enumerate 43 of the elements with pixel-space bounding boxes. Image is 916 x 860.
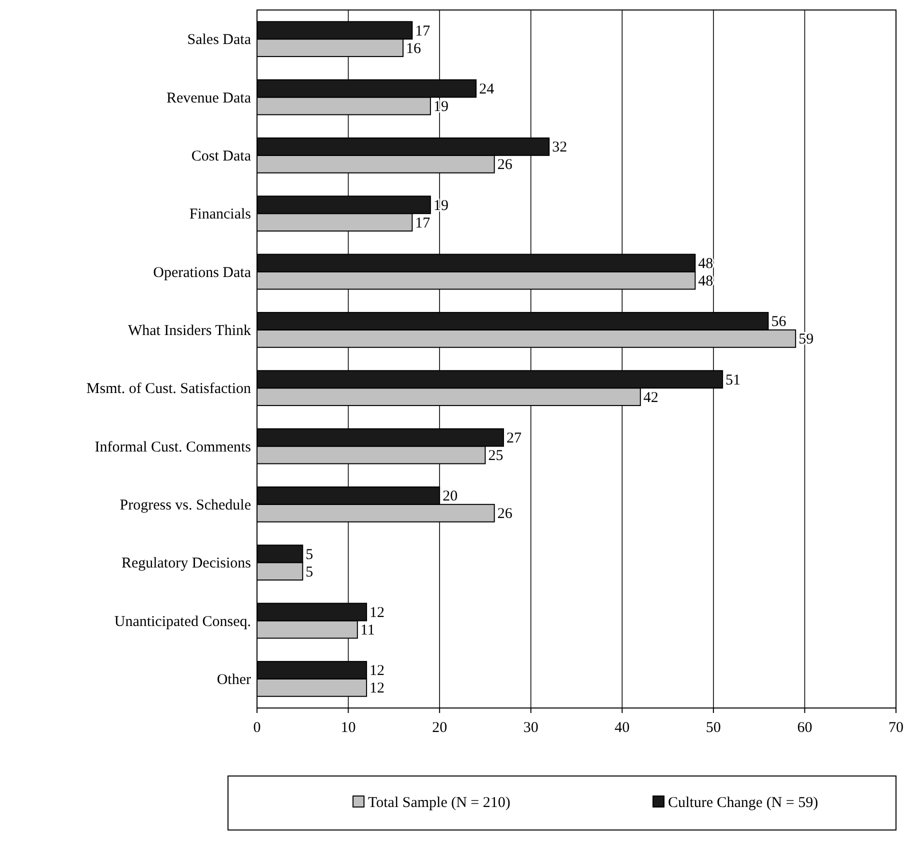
x-tick-label: 0	[253, 720, 261, 736]
data-label: 48	[698, 273, 714, 290]
data-label: 12	[370, 663, 385, 680]
data-label: 25	[488, 448, 504, 464]
y-tick-label: Revenue Data	[166, 90, 252, 106]
legend-label: Culture Change (N = 59)	[668, 795, 818, 811]
y-tick-label: Progress vs. Schedule	[120, 497, 252, 514]
data-label: 32	[552, 140, 568, 156]
data-label: 26	[497, 506, 513, 522]
data-label: 51	[726, 372, 741, 388]
y-tick-label: What Insiders Think	[128, 322, 252, 339]
x-tick-label: 70	[888, 720, 904, 736]
data-label: 17	[415, 23, 431, 40]
x-tick-label: 10	[340, 720, 356, 736]
x-tick-label: 60	[797, 720, 812, 736]
data-label: 56	[771, 314, 787, 330]
data-label: 11	[360, 622, 375, 638]
y-tick-label: Msmt. of Cust. Satisfaction	[86, 381, 252, 398]
data-label: 26	[497, 157, 513, 174]
data-label: 48	[698, 256, 714, 272]
x-tick-label: 20	[432, 720, 448, 736]
data-label: 20	[442, 488, 458, 505]
data-label: 17	[415, 215, 431, 232]
y-tick-label: Cost Data	[191, 148, 252, 164]
y-tick-label: Sales Data	[187, 32, 252, 48]
data-label: 12	[370, 605, 385, 622]
y-tick-label: Regulatory Decisions	[121, 556, 252, 572]
data-label: 24	[479, 82, 495, 98]
x-tick-label: 30	[523, 720, 538, 736]
y-tick-label: Other	[216, 672, 251, 688]
x-tick-label: 50	[706, 720, 721, 736]
data-label: 5	[306, 564, 314, 580]
data-label: 42	[643, 390, 658, 406]
data-label: 12	[370, 680, 385, 697]
data-label: 16	[406, 40, 422, 57]
data-label: 27	[506, 430, 522, 447]
y-tick-label: Operations Data	[153, 264, 252, 281]
data-label: 5	[306, 546, 314, 563]
y-tick-label: Unanticipated Conseq.	[114, 614, 251, 630]
y-tick-label: Informal Cust. Comments	[94, 439, 252, 456]
y-tick-label: Financials	[189, 206, 252, 223]
x-tick-label: 40	[614, 720, 630, 736]
legend-label: Total Sample (N = 210)	[368, 795, 510, 811]
